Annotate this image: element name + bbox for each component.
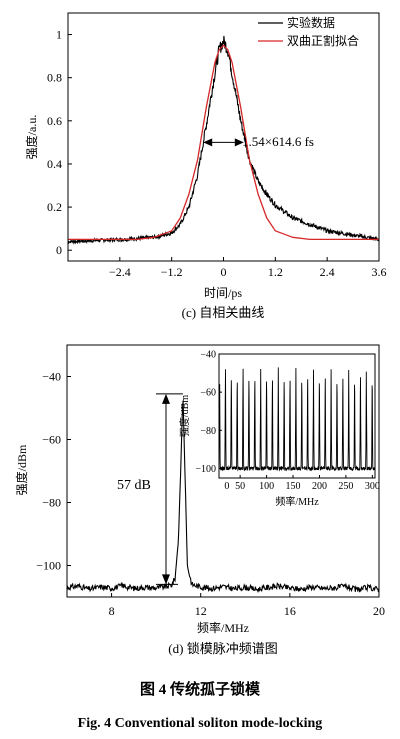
autocorrelation-ticks: −2.4 −1.2 0 1.2 2.4 3.6 0 0.2 0.4 0.6 0.8 1 xyxy=(47,28,387,279)
inset-y-tick-label: −100 xyxy=(195,464,216,475)
inset-x-tick-label: 150 xyxy=(286,481,301,492)
c-y-tick-label: 0.8 xyxy=(47,71,62,85)
spectrum-caption: (d) 锁模脉冲频谱图 xyxy=(168,641,277,656)
spectrum-chart: 8 12 16 20 −40 −60 −80 −100 57 dB 50 100 150 200 25… xyxy=(14,344,385,656)
inset-y-tick-label: −60 xyxy=(200,388,216,399)
fit-series-line xyxy=(68,44,379,241)
inset-y-tick-label: −40 xyxy=(200,350,216,361)
inset-y-tick-label: −80 xyxy=(200,426,216,437)
c-y-tick-label: 0.6 xyxy=(47,114,62,128)
c-x-tick-label: 1.2 xyxy=(268,265,283,279)
inset-y-axis-label: 强度/dBm xyxy=(178,395,191,437)
autocorrelation-legend: 实验数据 双曲正割拟合 xyxy=(258,15,359,48)
d-x-tick-label: 12 xyxy=(195,604,207,618)
inset-ticks: 50 100 150 200 250 300 0 −40 −60 −80 −100 xyxy=(195,350,379,493)
snr-label: 57 dB xyxy=(117,478,151,493)
c-y-tick-label: 1 xyxy=(56,28,62,42)
spectrum-y-axis-label: 强度/dBm xyxy=(14,444,29,495)
autocorrelation-x-axis-label: 时间/ps xyxy=(204,286,242,300)
fwhm-label: 1.54×614.6 fs xyxy=(242,134,314,149)
figure-title-english: Fig. 4 Conventional soliton mode-locking xyxy=(78,716,323,731)
fwhm-arrowhead-right xyxy=(234,138,244,147)
inset-x-axis-label: 频率/MHz xyxy=(275,495,319,508)
spectrum-ticks: 8 12 16 20 −40 −60 −80 −100 xyxy=(36,370,385,619)
inset-axes-frame xyxy=(218,353,376,479)
inset-x-tick-label: 0 xyxy=(224,481,229,492)
c-x-tick-label: −2.4 xyxy=(109,265,131,279)
c-x-tick-label: −1.2 xyxy=(161,265,183,279)
autocorrelation-axes-frame xyxy=(67,12,380,262)
legend-label-experiment: 实验数据 xyxy=(287,15,335,30)
c-y-tick-label: 0 xyxy=(56,243,62,257)
d-x-tick-label: 16 xyxy=(284,604,296,618)
c-y-tick-label: 0.2 xyxy=(47,200,62,214)
c-x-tick-label: 2.4 xyxy=(320,265,335,279)
inset-plot-area xyxy=(219,367,375,472)
inset-x-tick-label: 100 xyxy=(259,481,274,492)
d-x-tick-label: 8 xyxy=(109,604,115,618)
spectrum-x-axis-label: 频率/MHz xyxy=(197,620,249,635)
spectrum-plot-area xyxy=(67,400,379,594)
inset-series-line xyxy=(219,367,375,472)
d-x-tick-label: 20 xyxy=(373,604,385,618)
c-x-tick-label: 3.6 xyxy=(372,265,387,279)
d-y-tick-label: −40 xyxy=(42,370,61,384)
inset-x-tick-label: 200 xyxy=(312,481,327,492)
figure-title-chinese: 图 4 传统孤子锁模 xyxy=(140,680,261,698)
autocorrelation-caption: (c) 自相关曲线 xyxy=(182,305,265,320)
d-y-tick-label: −100 xyxy=(36,559,61,573)
autocorrelation-plot-area xyxy=(68,35,379,245)
legend-label-fit: 双曲正割拟合 xyxy=(287,33,359,48)
c-y-tick-label: 0.4 xyxy=(47,157,62,171)
autocorrelation-y-axis-label: 强度/a.u. xyxy=(24,115,39,160)
d-y-tick-label: −80 xyxy=(42,496,61,510)
snr-annotation: 57 dB xyxy=(117,393,183,585)
spectrum-axes-frame xyxy=(66,344,380,598)
inset-x-tick-label: 300 xyxy=(365,481,380,492)
snr-arrowhead-bottom xyxy=(162,574,170,585)
fwhm-arrowhead-left xyxy=(203,138,213,147)
experiment-series-line xyxy=(68,35,379,245)
inset-x-tick-label: 250 xyxy=(338,481,353,492)
inset-x-tick-label: 50 xyxy=(235,481,245,492)
d-y-tick-label: −60 xyxy=(42,433,61,447)
autocorrelation-chart: −2.4 −1.2 0 1.2 2.4 3.6 0 0.2 0.4 0.6 0.8 1 实验数据 双曲… xyxy=(24,12,387,320)
snr-arrowhead-top xyxy=(162,393,170,404)
spectrum-series-line xyxy=(67,400,379,594)
spectrum-inset: 50 100 150 200 250 300 0 −40 −60 −80 −100 频率/MHz 强… xyxy=(178,350,380,509)
c-x-tick-label: 0 xyxy=(221,265,227,279)
fwhm-annotation: 1.54×614.6 fs xyxy=(203,134,314,149)
